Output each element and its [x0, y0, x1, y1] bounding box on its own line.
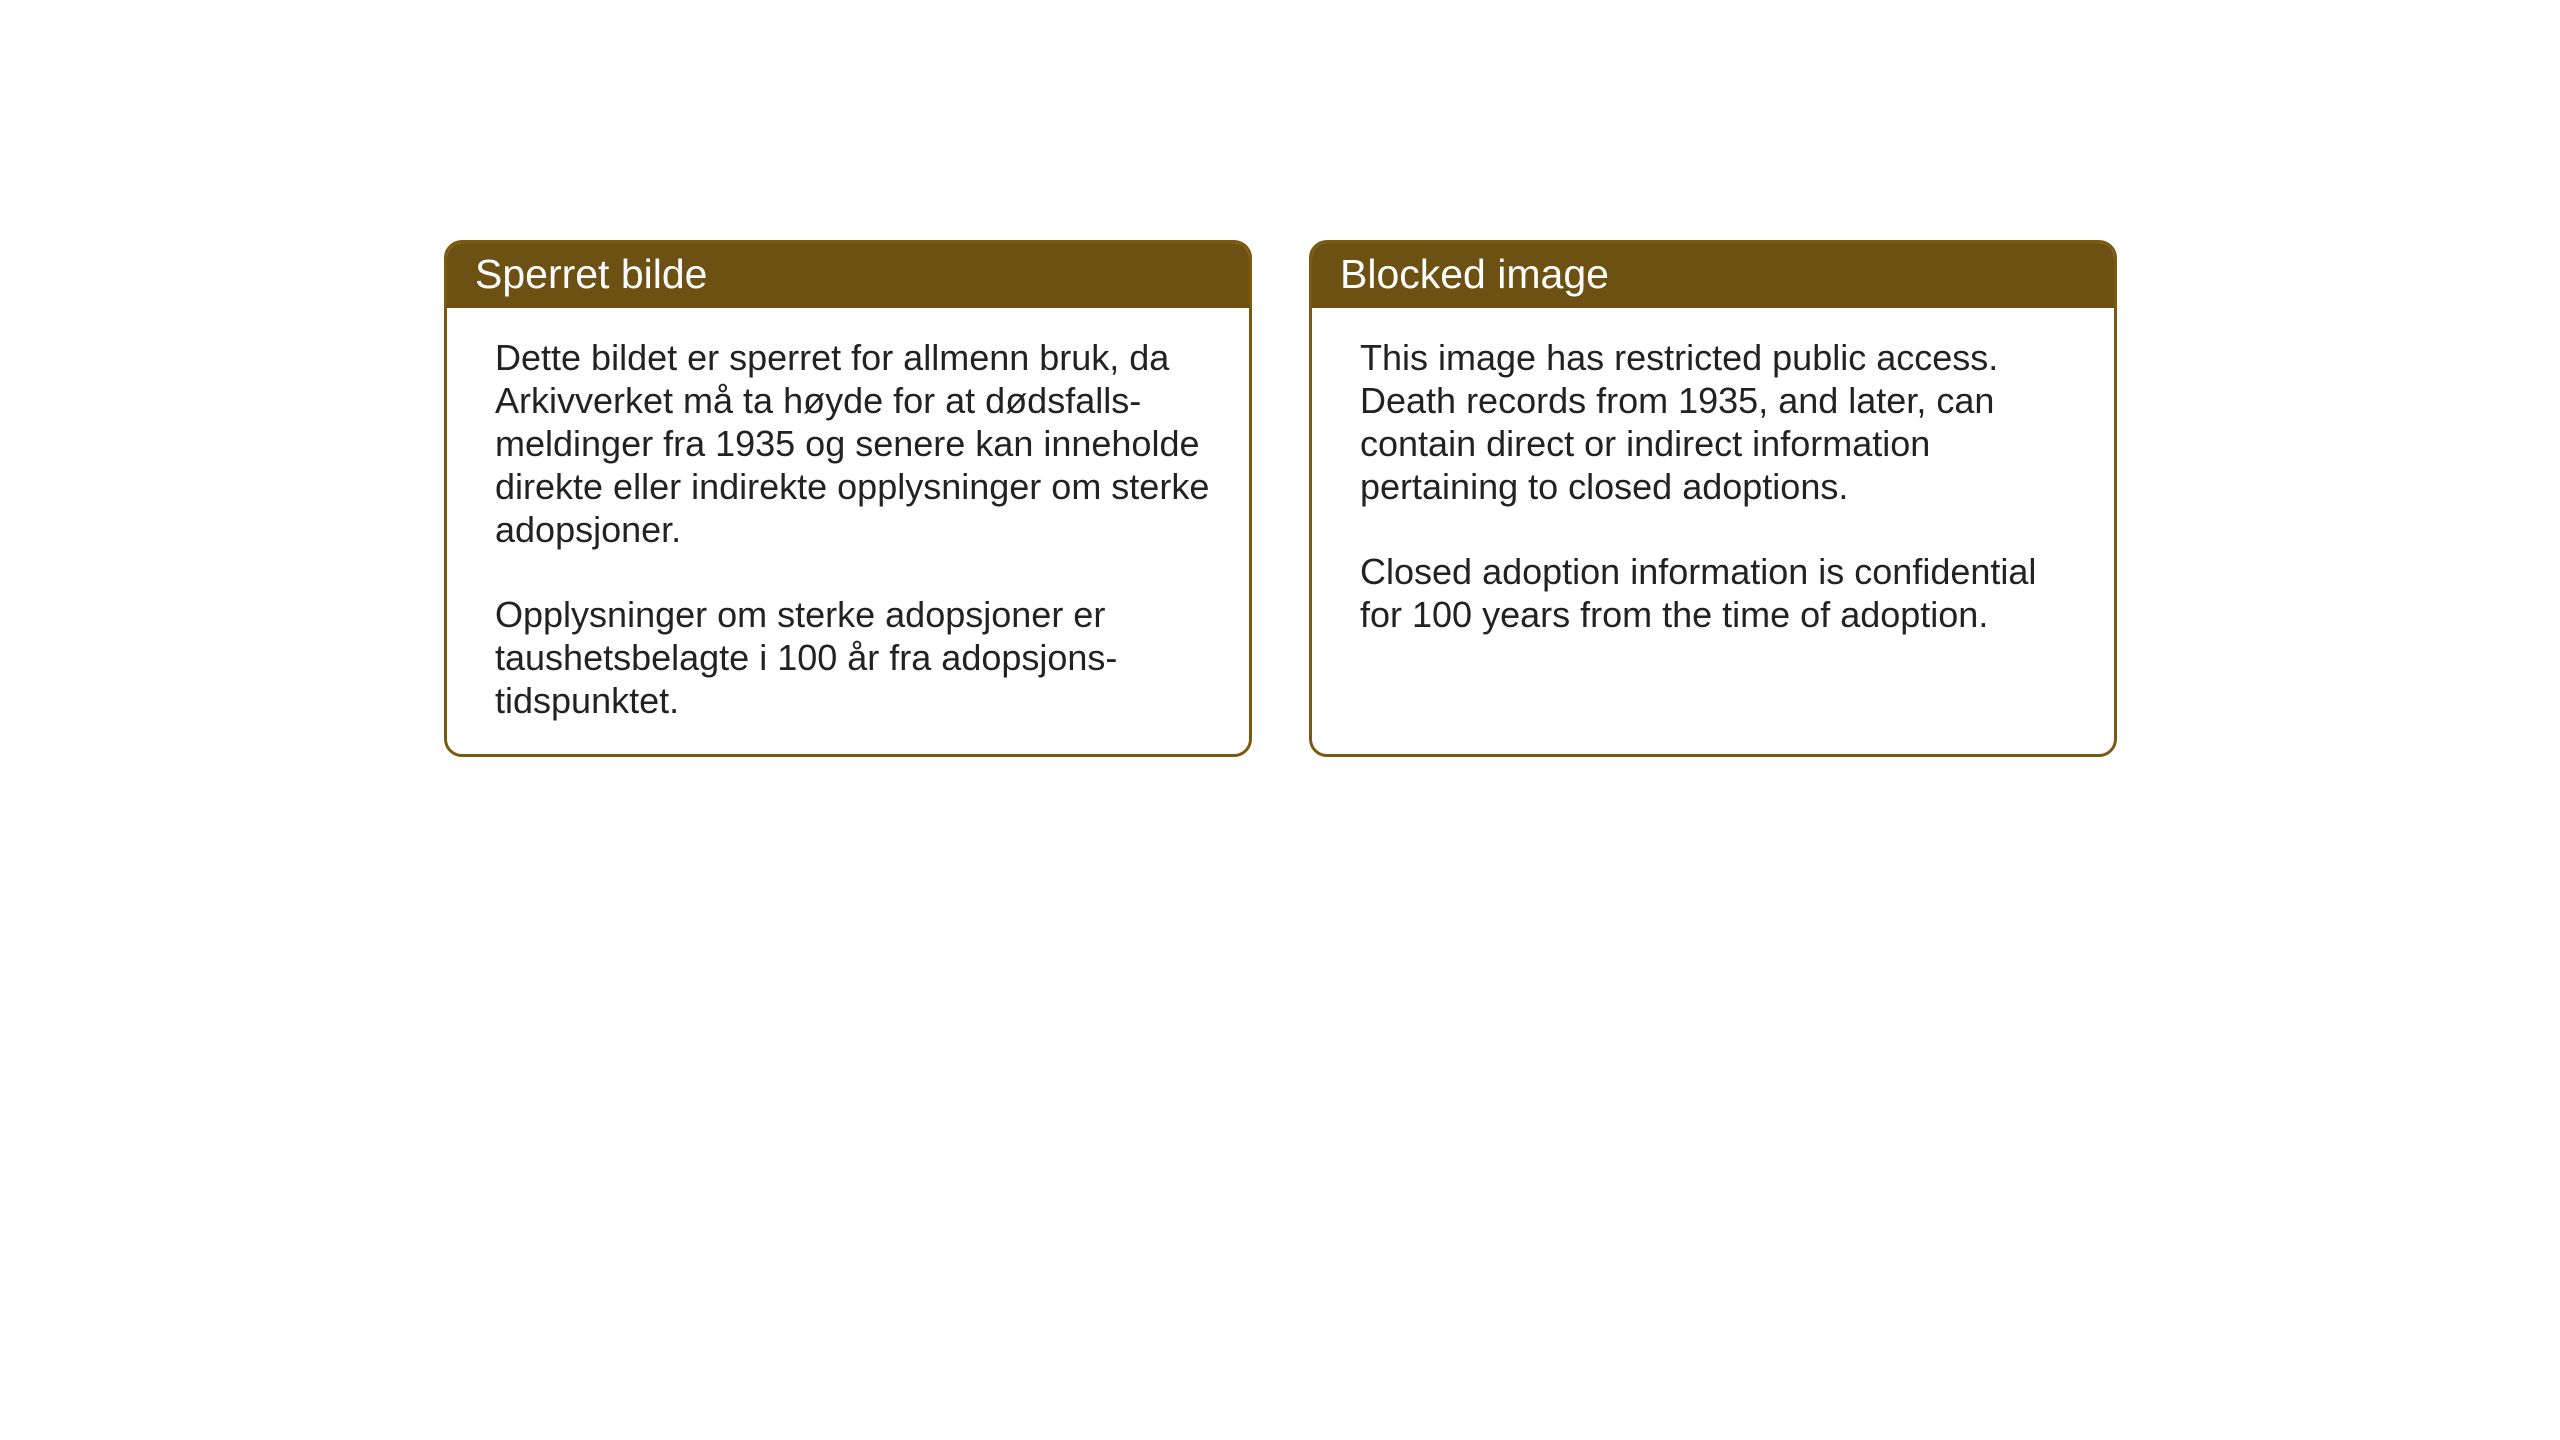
- card-body-english: This image has restricted public access.…: [1312, 308, 2114, 728]
- paragraph-2-english: Closed adoption information is confident…: [1360, 550, 2078, 636]
- blocked-image-card-norwegian: Sperret bilde Dette bildet er sperret fo…: [444, 240, 1252, 757]
- card-header-norwegian: Sperret bilde: [447, 243, 1249, 308]
- blocked-image-card-english: Blocked image This image has restricted …: [1309, 240, 2117, 757]
- paragraph-1-norwegian: Dette bildet er sperret for allmenn bruk…: [495, 336, 1213, 551]
- cards-container: Sperret bilde Dette bildet er sperret fo…: [0, 0, 2560, 757]
- paragraph-1-english: This image has restricted public access.…: [1360, 336, 2078, 508]
- card-header-english: Blocked image: [1312, 243, 2114, 308]
- paragraph-2-norwegian: Opplysninger om sterke adopsjoner er tau…: [495, 593, 1213, 722]
- card-body-norwegian: Dette bildet er sperret for allmenn bruk…: [447, 308, 1249, 754]
